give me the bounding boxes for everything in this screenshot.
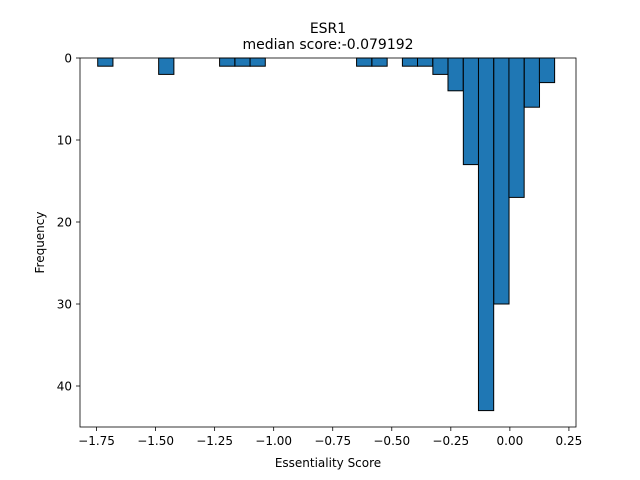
y-tick-label: 10 xyxy=(57,134,72,148)
x-tick-label: −1.25 xyxy=(196,434,233,448)
x-tick-label: −0.25 xyxy=(432,434,469,448)
histogram-bar xyxy=(477,57,495,412)
histogram-bar xyxy=(447,57,464,92)
bars-group xyxy=(97,57,556,412)
histogram-bar xyxy=(417,57,434,67)
histogram-bar xyxy=(523,57,541,108)
plot-frame xyxy=(79,57,577,428)
chart-subtitle: median score:-0.079192 xyxy=(242,37,413,53)
chart-title: ESR1 xyxy=(310,21,346,37)
x-tick-label: −0.50 xyxy=(373,434,410,448)
y-axis-ticks: 0 10 20 30 40 xyxy=(57,52,80,394)
histogram-bar xyxy=(249,57,266,67)
histogram-bar xyxy=(538,57,556,84)
histogram-bar xyxy=(234,57,251,67)
histogram-bar xyxy=(219,57,236,67)
y-axis-label: Frequency xyxy=(33,212,47,274)
histogram-bar xyxy=(158,57,175,75)
histogram-bar xyxy=(432,57,449,75)
histogram-bar xyxy=(97,57,114,67)
x-tick-label: −1.75 xyxy=(78,434,115,448)
histogram-bar xyxy=(508,57,525,198)
x-axis-ticks: −1.75 −1.50 −1.25 −1.00 −0.75 −0.50 −0.25 0.00 0… xyxy=(78,427,582,448)
y-tick-label: 40 xyxy=(57,380,72,394)
x-tick-label: −0.75 xyxy=(314,434,351,448)
histogram-bar xyxy=(371,57,388,67)
x-tick-label: 0.00 xyxy=(497,434,524,448)
x-tick-label: −1.50 xyxy=(137,434,174,448)
x-tick-label: −1.00 xyxy=(255,434,292,448)
histogram-bar xyxy=(493,57,510,305)
histogram-bar xyxy=(401,57,419,67)
histogram-bar xyxy=(462,57,480,166)
x-tick-label: 0.25 xyxy=(556,434,583,448)
histogram-bar xyxy=(356,57,373,67)
y-tick-label: 30 xyxy=(57,298,72,312)
y-tick-label: 20 xyxy=(57,216,72,230)
y-tick-label: 0 xyxy=(64,52,72,66)
x-axis-label: Essentiality Score xyxy=(275,456,381,470)
